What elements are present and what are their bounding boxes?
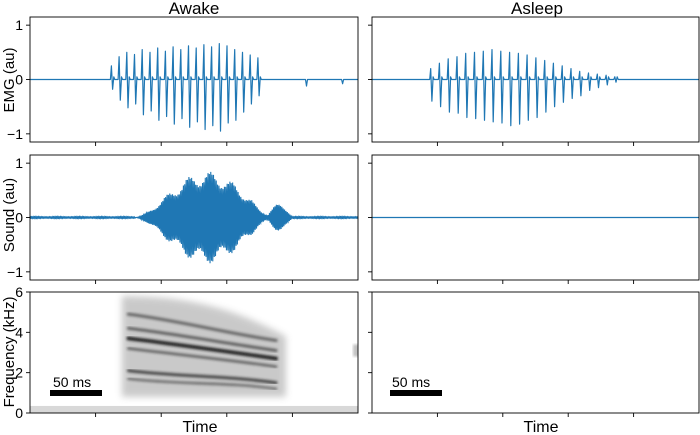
scale-bar-awake <box>50 390 102 396</box>
scale-bar-label-awake: 50 ms <box>53 374 91 390</box>
scale-bar-asleep <box>390 390 442 396</box>
emg-ylabel: EMG (au) <box>1 47 18 112</box>
axes-spectrogram-awake <box>29 291 359 414</box>
spectrogram-band <box>126 369 278 385</box>
column-title-awake: Awake <box>169 0 220 18</box>
spectrogram-band <box>126 312 278 342</box>
spectrogram-band <box>127 347 278 368</box>
y-tick-label: −1 <box>7 264 23 280</box>
sound-trace-awake <box>29 171 359 264</box>
y-tick-label: 1 <box>15 155 23 171</box>
time-xlabel-awake: Time <box>183 419 218 435</box>
y-tick-label: 4 <box>15 324 23 340</box>
spectrogram-noise-floor <box>30 405 358 413</box>
emg-trace-asleep <box>372 49 699 127</box>
time-xlabel-asleep: Time <box>524 419 559 435</box>
axes-spectrogram-asleep <box>371 291 700 414</box>
spectrogram-image <box>30 296 358 413</box>
y-tick-label: 0 <box>15 405 23 421</box>
spectrogram-band <box>127 377 278 390</box>
emg-trace-awake <box>30 43 358 132</box>
scale-bar-label-asleep: 50 ms <box>392 374 430 390</box>
spectrogram-band <box>126 326 278 352</box>
sound-ylabel: Sound (au) <box>1 178 18 252</box>
y-tick-label: −1 <box>7 126 23 142</box>
y-tick-label: 2 <box>15 365 23 381</box>
spectrogram-edge-smudge <box>353 344 358 357</box>
y-tick-label: 0 <box>15 210 23 226</box>
column-title-asleep: Asleep <box>511 0 563 18</box>
y-tick-label: 1 <box>15 17 23 33</box>
spectrogram-band <box>126 336 278 361</box>
frequency-ylabel: Frequency (kHz) <box>1 297 18 408</box>
y-tick-label: 6 <box>15 284 23 300</box>
y-tick-label: 0 <box>15 72 23 88</box>
